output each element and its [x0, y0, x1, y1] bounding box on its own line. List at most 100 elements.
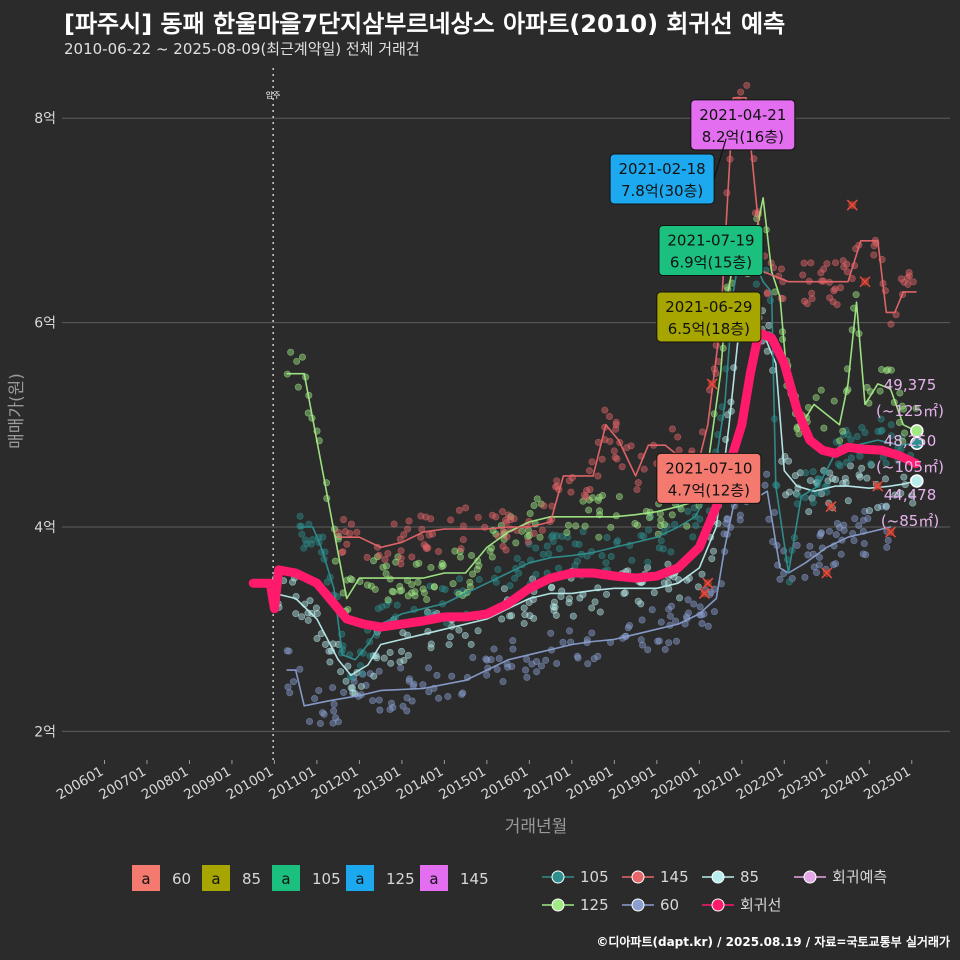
scatter-point-60	[816, 532, 824, 540]
scatter-point-125	[331, 557, 339, 565]
scatter-point-105	[613, 539, 621, 547]
scatter-point-60	[547, 629, 555, 637]
scatter-point-105	[655, 544, 663, 552]
scatter-point-85	[312, 604, 320, 612]
scatter-point-85	[588, 604, 596, 612]
scatter-point-125	[596, 507, 604, 515]
scatter-point-60	[369, 697, 377, 705]
scatter-point-60	[804, 551, 812, 559]
scatter-point-85	[344, 662, 352, 670]
scatter-point-145	[905, 269, 913, 277]
scatter-point-145	[499, 542, 507, 550]
scatter-point-105	[637, 532, 645, 540]
x-tick-label: 201801	[564, 764, 617, 804]
scatter-point-85	[400, 656, 408, 664]
scatter-point-60	[490, 645, 498, 653]
scatter-point-145	[840, 263, 848, 271]
scatter-point-145	[538, 526, 546, 534]
scatter-point-85	[521, 611, 529, 619]
scatter-point-85	[596, 608, 604, 616]
scatter-point-105	[887, 432, 895, 440]
callout-date: 2021-06-29	[665, 298, 752, 316]
scatter-point-105	[659, 545, 667, 553]
scatter-point-85	[342, 677, 350, 685]
scatter-point-145	[627, 442, 635, 450]
scatter-point-85	[357, 683, 365, 691]
scatter-point-85	[785, 488, 793, 496]
legend-line-text: 85	[740, 868, 759, 886]
scatter-point-60	[399, 702, 407, 710]
scatter-point-60	[722, 520, 730, 528]
scatter-point-105	[752, 280, 760, 288]
scatter-point-145	[800, 259, 808, 267]
scatter-point-125	[512, 539, 520, 547]
scatter-point-145	[807, 259, 815, 267]
scatter-point-85	[882, 475, 890, 483]
scatter-point-60	[482, 655, 490, 663]
scatter-point-85	[506, 612, 514, 620]
scatter-point-60	[696, 603, 704, 611]
canceled-marker-x	[859, 276, 871, 288]
scatter-point-145	[613, 455, 621, 463]
scatter-point-105	[539, 550, 547, 558]
chart-subtitle: 2010-06-22 ~ 2025-08-09(최근계약일) 전체 거래건	[64, 40, 420, 58]
scatter-point-145	[567, 488, 575, 496]
scatter-point-125	[438, 560, 446, 568]
scatter-point-125	[396, 582, 404, 590]
scatter-point-125	[294, 383, 302, 391]
scatter-point-85	[550, 598, 558, 606]
scatter-point-85	[621, 589, 629, 597]
scatter-point-60	[509, 637, 517, 645]
scatter-point-125	[594, 496, 602, 504]
scatter-point-60	[311, 695, 319, 703]
scatter-point-85	[292, 610, 300, 618]
scatter-point-145	[674, 433, 682, 441]
legend-key-letter: a	[281, 870, 290, 888]
scatter-point-60	[553, 660, 561, 668]
scatter-point-60	[406, 675, 414, 683]
scatter-point-60	[710, 608, 718, 616]
scatter-point-60	[448, 672, 456, 680]
scatter-point-145	[423, 545, 431, 553]
scatter-point-85	[380, 654, 388, 662]
canceled-marker-x	[706, 378, 718, 390]
scatter-point-125	[500, 535, 508, 543]
end-label-value: 49,375	[884, 376, 937, 394]
scatter-point-85	[387, 659, 395, 667]
scatter-point-145	[618, 463, 626, 471]
scatter-point-145	[904, 280, 912, 288]
scatter-point-60	[793, 541, 801, 549]
scatter-point-60	[884, 536, 892, 544]
scatter-point-145	[839, 257, 847, 265]
legend-line-text: 회귀예측	[832, 868, 887, 886]
scatter-point-125	[293, 357, 301, 365]
scatter-point-125	[581, 522, 589, 530]
scatter-point-125	[668, 511, 676, 519]
scatter-point-125	[371, 585, 379, 593]
scatter-point-60	[389, 704, 397, 712]
x-tick-label: 201101	[266, 764, 319, 804]
scatter-point-60	[825, 527, 833, 535]
scatter-point-60	[657, 618, 665, 626]
scatter-point-145	[601, 406, 609, 414]
scatter-point-60	[837, 550, 845, 558]
legend-dot-105	[551, 870, 565, 884]
scatter-point-125	[473, 565, 481, 573]
scatter-point-145	[459, 522, 467, 530]
scatter-point-60	[637, 636, 645, 644]
scatter-point-125	[384, 596, 392, 604]
scatter-point-105	[513, 554, 521, 562]
x-tick-label: 200701	[96, 764, 149, 804]
scatter-point-145	[580, 491, 588, 499]
scatter-point-105	[853, 433, 861, 441]
scatter-point-145	[743, 81, 751, 89]
scatter-point-145	[425, 531, 433, 539]
scatter-point-125	[392, 558, 400, 566]
scatter-point-60	[707, 589, 715, 597]
callout-price: 7.8억(30층)	[621, 182, 703, 200]
scatter-point-60	[499, 678, 507, 686]
scatter-point-60	[444, 692, 452, 700]
scatter-point-85	[808, 494, 816, 502]
x-tick-label: 201001	[224, 764, 277, 804]
scatter-point-145	[778, 265, 786, 273]
